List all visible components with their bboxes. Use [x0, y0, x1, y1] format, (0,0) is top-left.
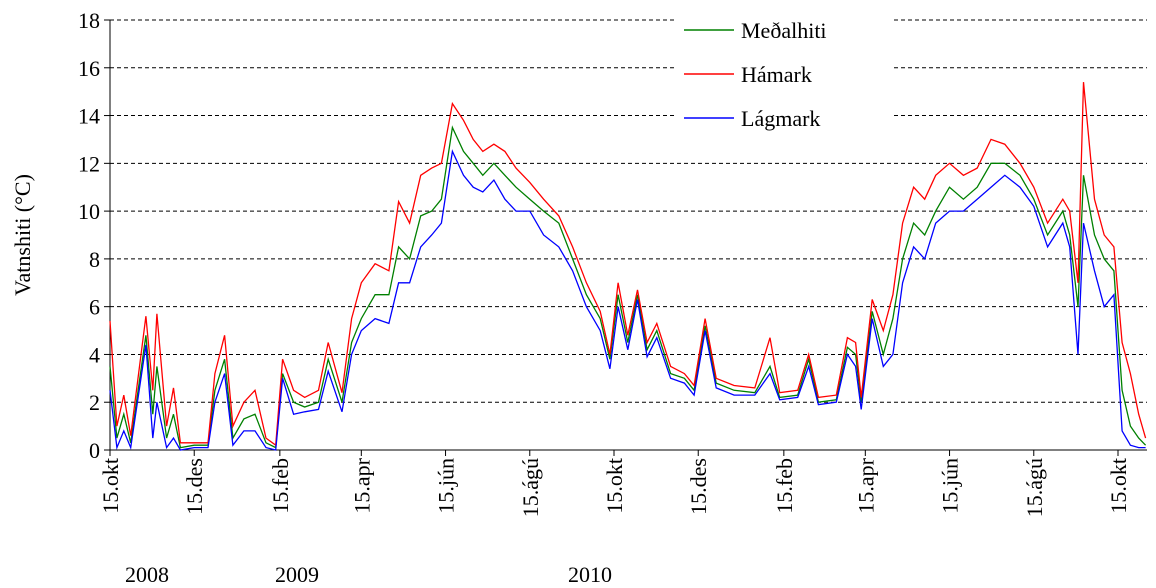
y-tick-label: 6 — [89, 295, 100, 320]
legend-label: Meðalhiti — [741, 18, 827, 43]
x-tick-label: 15.okt — [1106, 458, 1131, 514]
x-tick-label: 15.des — [686, 458, 711, 515]
x-tick-label: 15.feb — [772, 458, 797, 514]
y-tick-label: 4 — [89, 342, 100, 367]
y-tick-label: 12 — [78, 151, 100, 176]
x-tick-label: 15.apr — [349, 457, 374, 513]
year-label: 2009 — [275, 562, 319, 587]
x-tick-label: 15.jún — [434, 458, 459, 514]
x-tick-label: 15.des — [182, 458, 207, 515]
y-tick-label: 0 — [89, 438, 100, 463]
y-tick-label: 2 — [89, 390, 100, 415]
x-tick-label: 15.ágú — [518, 458, 543, 517]
x-tick-label: 15.okt — [602, 458, 627, 514]
x-tick-label: 15.jún — [938, 458, 963, 514]
x-tick-label: 15.ágú — [1022, 458, 1047, 517]
series-line — [109, 149, 1146, 451]
y-tick-label: 14 — [78, 104, 100, 129]
y-tick-label: 10 — [78, 199, 100, 224]
legend-label: Lágmark — [741, 106, 820, 131]
legend: Meðalhiti Hámark Lágmark — [676, 10, 891, 136]
y-tick-label: 18 — [78, 8, 100, 33]
y-tick-label: 8 — [89, 247, 100, 272]
x-tick-label: 15.okt — [98, 458, 123, 514]
series-line — [109, 125, 1147, 449]
y-tick-label: 16 — [78, 56, 100, 81]
x-tick-label: 15.apr — [853, 457, 878, 513]
series-line — [109, 82, 1147, 447]
legend-label: Hámark — [741, 62, 812, 87]
legend-box — [676, 10, 891, 136]
year-label: 2008 — [125, 562, 169, 587]
y-axis-label: Vatnshiti (°C) — [10, 174, 35, 296]
x-tick-label: 15.feb — [268, 458, 293, 514]
year-label: 2010 — [568, 562, 612, 587]
